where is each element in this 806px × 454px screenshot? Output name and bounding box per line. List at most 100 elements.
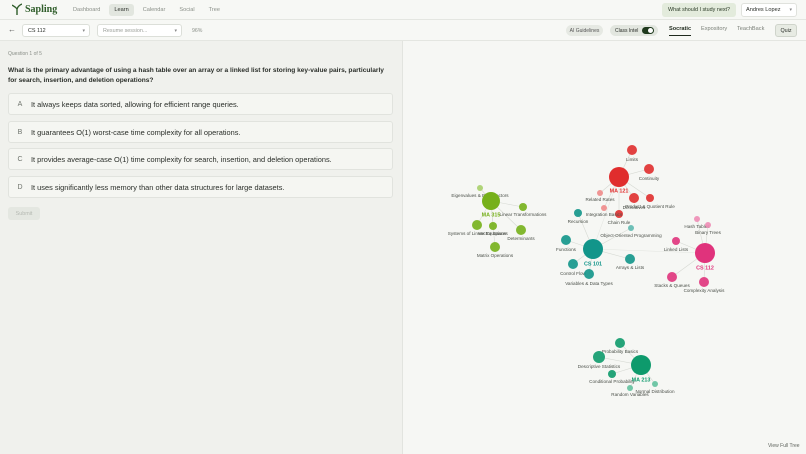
hub-label: MA 213 <box>632 377 651 383</box>
node-label: Product & Quotient Rule <box>625 204 675 209</box>
nav-link[interactable]: Dashboard <box>73 7 101 13</box>
node-label: Linked Lists <box>664 247 689 252</box>
graph-node[interactable] <box>477 185 483 191</box>
graph-node[interactable] <box>561 235 571 245</box>
question-counter: Question 1 of 5 <box>8 51 42 57</box>
session-placeholder: Resume session... <box>103 27 148 34</box>
session-select[interactable]: Resume session... <box>97 24 182 37</box>
node-label: Matrix Operations <box>477 253 514 258</box>
graph-hub[interactable] <box>609 167 629 187</box>
node-label: Binary Trees <box>695 230 721 235</box>
course-select[interactable]: CS 112 <box>22 24 90 37</box>
option-letter: C <box>17 155 23 163</box>
graph-node[interactable] <box>615 338 625 348</box>
graph-hub[interactable] <box>482 192 500 210</box>
node-label: Hash Tables <box>684 224 710 229</box>
nav-link[interactable]: Calendar <box>142 7 166 13</box>
graph-node[interactable] <box>646 194 654 202</box>
option[interactable]: A It always keeps data sorted, allowing f… <box>8 93 393 115</box>
graph-node[interactable] <box>629 193 639 203</box>
node-label: Conditional Probability <box>589 379 635 384</box>
node-label: Variables & Data Types <box>565 281 613 286</box>
logo[interactable]: Sapling <box>12 3 57 15</box>
submit-button[interactable]: Submit <box>8 207 40 220</box>
hub-label: CS 112 <box>696 265 714 271</box>
node-label: Vector Spaces <box>478 231 508 236</box>
graph-node[interactable] <box>519 203 527 211</box>
graph-node[interactable] <box>601 205 607 211</box>
question-panel: Question 1 of 5 What is the primary adva… <box>0 41 403 454</box>
graph-node[interactable] <box>694 216 700 222</box>
node-label: Probability Basics <box>602 349 639 354</box>
graph-node[interactable] <box>568 259 578 269</box>
graph-node[interactable] <box>705 222 711 228</box>
user-menu[interactable]: Andres Lopez ▾ <box>741 3 797 17</box>
node-label: Limits <box>626 157 639 162</box>
option-text: It provides average-case O(1) time compl… <box>31 154 332 164</box>
graph-node[interactable] <box>597 190 603 196</box>
graph-node[interactable] <box>516 225 526 235</box>
node-label: Chain Rule <box>608 220 631 225</box>
graph-node[interactable] <box>667 272 677 282</box>
hub-label: MA 121 <box>610 188 629 194</box>
graph-node[interactable] <box>608 370 616 378</box>
view-full-tree[interactable]: View Full Tree <box>768 443 800 449</box>
node-label: Integration Basics <box>586 212 623 217</box>
nav-link[interactable]: Learn <box>109 4 134 16</box>
node-label: Control Flow <box>560 271 586 276</box>
graph-node[interactable] <box>628 225 634 231</box>
study-button[interactable]: What should I study next? <box>662 3 736 17</box>
option-text: It uses significantly less memory than o… <box>31 182 285 192</box>
graph-node[interactable] <box>490 242 500 252</box>
nav-link[interactable]: Tree <box>208 7 220 13</box>
tab[interactable]: Socratic <box>669 26 692 36</box>
knowledge-graph: Limits Continuity Related Rates Derivatives… <box>448 145 726 397</box>
graph-node[interactable] <box>615 210 623 218</box>
node-label: Arrays & Lists <box>616 265 645 270</box>
graph-node[interactable] <box>699 277 709 287</box>
graph-hub[interactable] <box>631 355 651 375</box>
node-label: Continuity <box>639 176 660 181</box>
node-label: Normal Distribution <box>635 389 675 394</box>
node-label: Complexity Analysis <box>684 288 726 293</box>
class-intel-toggle[interactable]: Class Intel <box>610 25 658 36</box>
option-letter: A <box>17 100 23 108</box>
logo-icon <box>12 3 22 15</box>
option[interactable]: B It guarantees O(1) worst-case time comp… <box>8 121 393 143</box>
tab[interactable]: Expository <box>701 26 728 32</box>
graph-node[interactable] <box>574 209 582 217</box>
hub-label: CS 101 <box>584 261 602 267</box>
node-label: Derivatives <box>623 205 646 210</box>
hub-label: MA 315 <box>482 212 501 218</box>
graph-node[interactable] <box>489 222 497 230</box>
toggle-knob <box>648 28 653 33</box>
graph-node[interactable] <box>627 145 637 155</box>
graph-node[interactable] <box>627 385 633 391</box>
back-button[interactable]: ← <box>8 25 16 34</box>
class-intel-label: Class Intel <box>615 27 639 34</box>
logo-text: Sapling <box>25 3 58 15</box>
node-label: Systems of Linear Equations <box>448 231 507 236</box>
graph-node[interactable] <box>672 237 680 245</box>
quiz-button[interactable]: Quiz <box>775 24 797 37</box>
option-text: It guarantees O(1) worst-case time compl… <box>31 127 241 137</box>
option[interactable]: D It uses significantly less memory than … <box>8 176 393 198</box>
top-bar: Sapling Dashboard Learn Calendar Social … <box>0 0 806 20</box>
tab[interactable]: TeachBack <box>737 26 765 32</box>
option[interactable]: C It provides average-case O(1) time comp… <box>8 148 393 170</box>
graph-node[interactable] <box>652 381 658 387</box>
nav-link[interactable]: Social <box>179 7 195 13</box>
user-name: Andres Lopez <box>746 7 781 13</box>
graph-hub[interactable] <box>583 239 603 259</box>
graph-node[interactable] <box>584 269 594 279</box>
graph-node[interactable] <box>593 351 605 363</box>
nav: Dashboard Learn Calendar Social Tree <box>68 4 225 16</box>
graph-node[interactable] <box>625 254 635 264</box>
graph-hub[interactable] <box>695 243 715 263</box>
node-label: Descriptive Statistics <box>578 364 621 369</box>
ai-guidelines[interactable]: AI Guidelines <box>566 25 603 36</box>
graph-node[interactable] <box>644 164 654 174</box>
graph-node[interactable] <box>472 220 482 230</box>
toolbar: ← CS 112 Resume session... 96% AI Guidel… <box>0 20 806 41</box>
question-text: What is the primary advantage of using a… <box>8 67 384 84</box>
